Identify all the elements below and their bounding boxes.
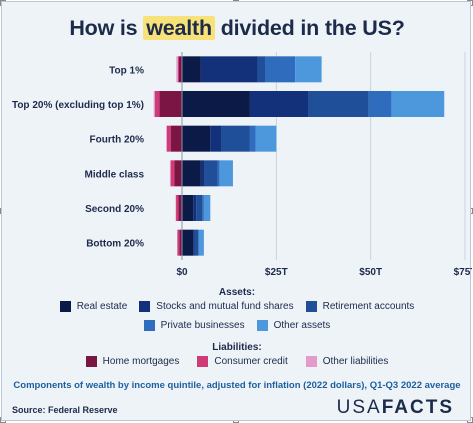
bar-segment [200,160,205,187]
bar-segment [177,229,180,256]
chart-title-post: divided in the US? [214,16,405,40]
bar-segment [175,195,179,221]
category-label: Top 1% [109,65,144,76]
category-label: Middle class [85,169,145,180]
bar-segment [193,195,197,221]
category-label: Fourth 20% [90,135,145,146]
liabilities-legend-row: Home mortgages Consumer credit Other liabi… [2,356,472,367]
brand-logo-part2: FACTS [381,397,454,418]
bar-segment [391,91,445,117]
liabilities-legend-swatch [305,356,317,367]
assets-legend-swatch [139,301,151,312]
bar-segment [249,91,309,117]
bar-segment [221,125,250,152]
liabilities-legend-title: Liabilities: [212,342,262,353]
bar-segment [202,195,204,221]
bar-segment [182,160,201,187]
source-note: Source: Federal Reserve [12,405,118,415]
bar-segment [198,229,204,256]
bar-segment [295,56,322,83]
bar-segment [219,160,233,187]
bar-segment [174,160,182,187]
bar-segment [170,125,182,152]
bar-segment [204,160,218,187]
liabilities-legend-swatch [197,356,209,367]
assets-legend-label: Private businesses [160,320,245,331]
bar-segment [166,125,167,152]
bar-segment [179,229,182,256]
bar-segment [169,160,171,187]
bar-segment [176,56,178,83]
assets-legend-swatch [256,320,268,331]
assets-legend-row-1: Real estate Stocks and mutual fund shares… [2,301,472,312]
bar-segment [175,195,177,221]
bar-segment [368,91,392,117]
bar-segment [196,195,203,221]
bar-segment [182,125,211,152]
bar-segment [153,91,155,117]
category-label: Second 20% [85,204,144,215]
liabilities-legend-item: Consumer credit [197,356,288,367]
assets-legend-label: Real estate [76,301,128,312]
assets-legend-title: Assets: [218,287,256,298]
liabilities-legend-label: Home mortgages [102,356,180,367]
bar-segment [178,195,182,221]
assets-legend-swatch [59,301,71,312]
bar-segment [154,91,160,117]
chart-title-highlight: wealth [143,16,215,40]
bar-segment [308,91,369,117]
bar-segment [265,56,296,83]
assets-legend-label: Other assets [273,320,331,331]
bar-segment [198,229,199,256]
bar-segment [159,91,182,117]
bar-segment [182,56,201,83]
bar-segment [200,56,258,83]
assets-legend-item: Private businesses [143,320,245,331]
x-tick-label: $25T [265,267,288,278]
bar-segment [177,56,179,83]
assets-legend-swatch [143,320,155,331]
liabilities-legend-item: Other liabilities [305,356,389,367]
bar-segment [194,229,199,256]
bar-segment [177,229,178,256]
bar-segment [182,229,194,256]
assets-legend-row-2: Private businesses Other assets [2,320,472,331]
bar-segment [182,195,194,221]
assets-legend-label: Retirement accounts [322,301,415,312]
x-tick-label: $75T [454,267,472,278]
bar-segment [217,160,220,187]
assets-legend-item: Retirement accounts [305,301,415,312]
category-label: Top 20% (excluding top 1%) [12,100,144,111]
bar-segment [170,160,175,187]
assets-legend-item: Other assets [256,320,331,331]
liabilities-legend-label: Consumer credit [214,356,288,367]
brand-logo: USAFACTS [337,397,454,419]
category-label: Bottom 20% [86,239,144,250]
bar-segment [178,56,182,83]
assets-legend-item: Real estate [59,301,128,312]
liabilities-legend-item: Home mortgages [85,356,180,367]
assets-legend-swatch [305,301,317,312]
chart-title: How is wealth divided in the US? [2,16,472,41]
bar-segment [193,229,195,256]
bar-segment [255,125,277,152]
assets-legend-item: Stocks and mutual fund shares [139,301,294,312]
chart-title-pre: How is [69,16,144,40]
bar-chart: $0 $25T $50T $75T Top 1% Top 20% (excluding t… [12,52,472,278]
liabilities-legend-swatch [85,356,97,367]
liabilities-legend-label: Other liabilities [322,356,389,367]
bar-segment [203,195,211,221]
chart-footnote: Components of wealth by income quintile,… [13,380,461,391]
brand-logo-part1: USA [336,397,382,418]
x-tick-label: $0 [176,267,188,278]
bar-segment [166,125,171,152]
bar-segment [249,125,256,152]
bar-segment [182,91,250,117]
bar-segment [257,56,266,83]
bar-segment [210,125,222,152]
x-tick-label: $50T [359,267,382,278]
assets-legend-label: Stocks and mutual fund shares [156,301,294,312]
